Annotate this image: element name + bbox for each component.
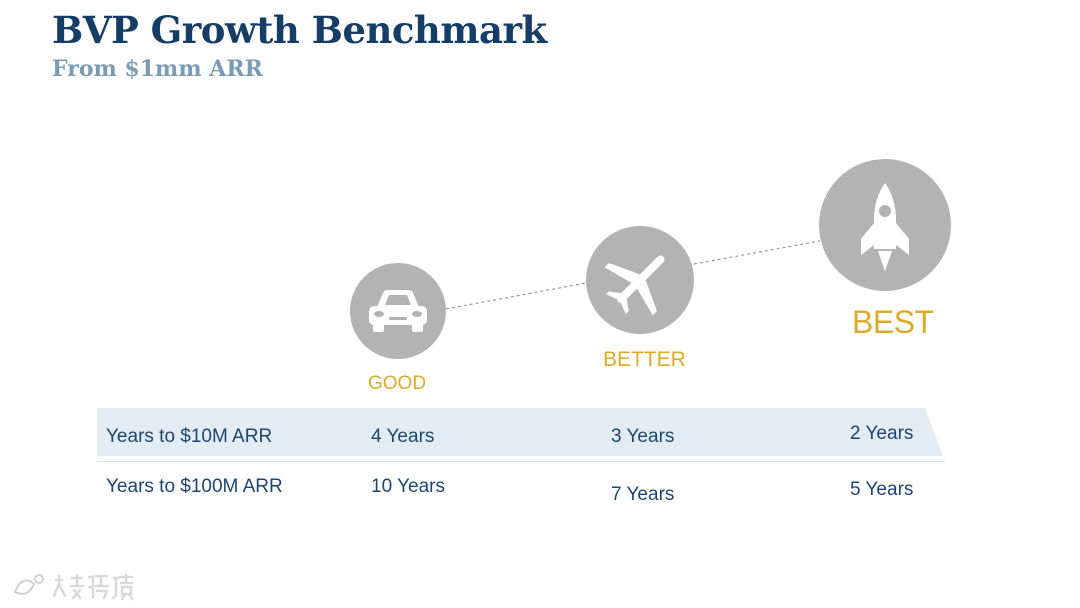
tier-label-better: BETTER (603, 348, 686, 371)
table-row-divider (97, 461, 945, 462)
page-subtitle: From $1mm ARR (52, 56, 263, 82)
row-label: Years to $10M ARR (106, 426, 273, 447)
row-label: Years to $100M ARR (106, 476, 283, 497)
better-tier-circle (586, 226, 694, 334)
cell-good: 4 Years (371, 426, 435, 447)
cell-best: 2 Years (850, 423, 914, 444)
page-title: BVP Growth Benchmark (52, 8, 547, 52)
rocket-icon (861, 183, 909, 271)
table-row-highlight (97, 408, 943, 456)
airplane-icon (604, 255, 665, 316)
car-icon (369, 290, 427, 332)
tier-label-good: GOOD (368, 373, 427, 394)
cell-better: 7 Years (611, 484, 675, 505)
watermark-logo (13, 573, 134, 601)
cell-best: 5 Years (850, 479, 914, 500)
cell-better: 3 Years (611, 426, 675, 447)
tier-label-best: BEST (852, 304, 934, 340)
cell-good: 10 Years (371, 476, 445, 497)
good-tier-circle (350, 263, 446, 359)
best-tier-circle (819, 159, 951, 291)
